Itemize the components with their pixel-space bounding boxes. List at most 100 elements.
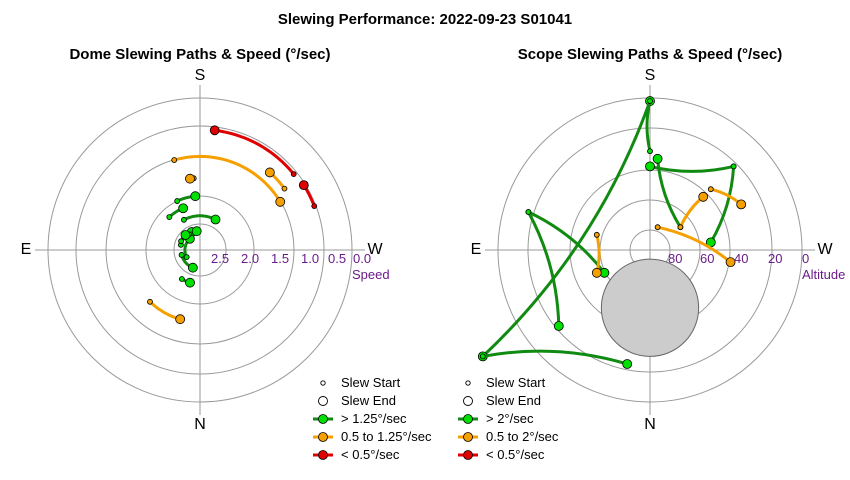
- scope-legend-label: > 2°/sec: [486, 411, 534, 426]
- dome-slew-start-marker: [166, 214, 173, 220]
- dome-slew-end-marker: [185, 173, 195, 184]
- dome-slew-start-marker: [183, 254, 190, 260]
- dome-slew-end-marker: [264, 167, 275, 178]
- scope-slew-path-medium: [595, 233, 601, 275]
- dome-legend-start-marker: [320, 380, 326, 386]
- scope-slew-start-marker: [707, 186, 714, 193]
- dome-legend: Slew Start Slew End > 1.25°/sec 0.5 to 1.25…: [313, 375, 432, 462]
- dome-legend-marker-medium: [318, 432, 328, 442]
- scope-slew-start-marker: [525, 209, 532, 215]
- dome-slew-start-marker: [181, 216, 187, 223]
- scope-slew-end-marker: [553, 321, 564, 331]
- scope-slew-start-marker: [654, 224, 661, 231]
- dome-radial-axis-label: Speed: [352, 267, 390, 282]
- scope-legend-start-marker: [465, 380, 471, 386]
- scope-slew-end-marker: [698, 191, 709, 202]
- scope-legend-label: Slew End: [486, 393, 541, 408]
- scope-paths: [477, 96, 747, 369]
- dome-chart-title: Dome Slewing Paths & Speed (°/sec): [69, 46, 330, 63]
- scope-polar-chart: Scope Slewing Paths & Speed (°/sec) S N …: [471, 46, 846, 433]
- dome-legend-label: 0.5 to 1.25°/sec: [341, 429, 432, 444]
- scope-slew-end-marker: [622, 359, 633, 369]
- scope-legend-marker-slow: [463, 450, 473, 460]
- scope-slew-end-marker: [736, 199, 747, 210]
- dome-grid: [35, 85, 365, 415]
- scope-tick-label: 60: [700, 251, 714, 266]
- dome-legend-label: < 0.5°/sec: [341, 447, 400, 462]
- figure-title: Slewing Performance: 2022-09-23 S01041: [278, 11, 572, 28]
- dome-tick-label: 1.5: [271, 251, 289, 266]
- dome-slew-start-marker: [147, 298, 153, 305]
- dome-slew-start-marker: [281, 185, 288, 192]
- dome-tick-label: 0.0: [353, 251, 371, 266]
- scope-cardinal-top: S: [645, 67, 656, 84]
- scope-slew-start-marker: [730, 163, 737, 170]
- scope-radial-axis-label: Altitude: [802, 267, 845, 282]
- scope-legend-end-marker: [463, 396, 473, 406]
- scope-slew-path-fast: [526, 210, 561, 328]
- dome-slew-end-marker: [187, 262, 198, 273]
- scope-slew-start-marker: [647, 148, 653, 155]
- dome-cardinal-left: E: [21, 241, 32, 258]
- dome-radial-ticks: 2.5 2.0 1.5 1.0 0.5 0.0: [211, 251, 371, 266]
- scope-slew-start-marker: [677, 224, 684, 231]
- dome-tick-label: 2.5: [211, 251, 229, 266]
- scope-slew-start-marker: [479, 353, 486, 360]
- scope-slew-end-marker: [725, 257, 736, 268]
- moon-disk: [600, 258, 700, 357]
- scope-tick-label: 40: [734, 251, 748, 266]
- scope-tick-label: 80: [668, 251, 682, 266]
- scope-slew-path-fast: [481, 99, 652, 358]
- dome-legend-label: Slew Start: [341, 375, 401, 390]
- dome-slew-start-marker: [178, 276, 185, 282]
- dome-cardinal-right: W: [367, 241, 383, 258]
- scope-legend-marker-fast: [463, 414, 473, 424]
- dome-slew-end-marker: [185, 277, 195, 288]
- dome-legend-label: > 1.25°/sec: [341, 411, 407, 426]
- scope-slew-path-medium: [656, 225, 733, 264]
- dome-legend-label: Slew End: [341, 393, 396, 408]
- dome-slew-end-marker: [175, 314, 186, 325]
- scope-cardinal-bottom: N: [644, 416, 656, 433]
- scope-tick-label: 20: [768, 251, 782, 266]
- dome-paths: [147, 125, 318, 325]
- scope-legend: Slew Start Slew End > 2°/sec 0.5 to 2°/sec <…: [458, 375, 559, 462]
- dome-legend-marker-fast: [318, 414, 328, 424]
- scope-chart-title: Scope Slewing Paths & Speed (°/sec): [518, 46, 782, 63]
- dome-slew-path-fast: [182, 214, 217, 222]
- scope-slew-start-marker: [647, 98, 653, 104]
- dome-slew-end-marker: [275, 196, 286, 207]
- dome-slew-end-marker: [209, 125, 220, 136]
- dome-slew-start-marker: [311, 203, 318, 210]
- dome-slew-end-marker: [210, 214, 221, 225]
- scope-cardinal-right: W: [817, 241, 833, 258]
- dome-slew-end-marker: [178, 203, 189, 214]
- scope-slew-path-fast: [648, 164, 736, 173]
- dome-slew-path-medium: [148, 300, 182, 321]
- scope-slew-path-medium: [709, 187, 743, 206]
- dome-slew-start-marker: [178, 238, 184, 245]
- dome-slew-start-marker: [178, 252, 185, 258]
- dome-slew-path-medium: [172, 154, 282, 204]
- dome-slew-start-marker: [174, 198, 181, 204]
- scope-legend-label: < 0.5°/sec: [486, 447, 545, 462]
- dome-cardinal-bottom: N: [194, 416, 206, 433]
- dome-slew-end-marker: [298, 180, 309, 191]
- dome-slew-end-marker: [190, 191, 201, 202]
- scope-slew-path-fast: [481, 349, 629, 366]
- dome-polar-chart: Dome Slewing Paths & Speed (°/sec) S N E…: [21, 46, 390, 433]
- dome-slew-start-marker: [290, 171, 297, 178]
- scope-legend-marker-medium: [463, 432, 473, 442]
- scope-slew-end-marker: [645, 161, 655, 172]
- scope-slew-path-fast: [709, 164, 736, 244]
- dome-legend-marker-slow: [318, 450, 328, 460]
- scope-legend-label: 0.5 to 2°/sec: [486, 429, 559, 444]
- dome-tick-label: 2.0: [241, 251, 259, 266]
- dome-slew-path-slow: [213, 128, 296, 176]
- dome-slew-start-marker: [171, 157, 178, 163]
- dome-tick-label: 1.0: [301, 251, 319, 266]
- dome-legend-end-marker: [318, 396, 328, 406]
- dome-slew-end-marker: [191, 226, 202, 237]
- scope-slew-end-marker: [591, 267, 602, 278]
